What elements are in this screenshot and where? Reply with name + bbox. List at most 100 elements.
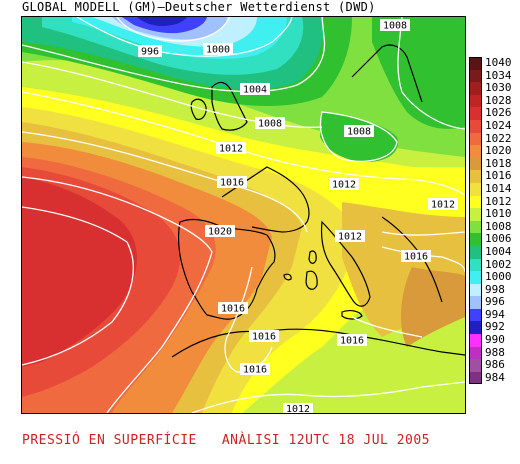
legend-entry: 1010 bbox=[469, 208, 519, 221]
isobar-1016-italy bbox=[351, 316, 423, 338]
isobar-label-1016b: 1016 bbox=[401, 250, 431, 263]
legend-swatch bbox=[469, 94, 482, 108]
isobar-label-1016e: 1016 bbox=[337, 334, 367, 347]
legend-entry: 1026 bbox=[469, 107, 519, 120]
isobar-label-1020: 1020 bbox=[205, 225, 235, 238]
legend-swatch bbox=[469, 233, 482, 246]
svg-text:1004: 1004 bbox=[243, 85, 267, 96]
legend-entry: 1014 bbox=[469, 181, 519, 196]
svg-text:1008: 1008 bbox=[383, 21, 407, 32]
pressure-field-1018-east bbox=[400, 267, 465, 347]
legend-entry: 1034 bbox=[469, 69, 519, 83]
isobar-1004 bbox=[22, 17, 326, 93]
legend-entry: 1016 bbox=[469, 170, 519, 183]
legend-swatch bbox=[469, 107, 482, 120]
legend-swatch bbox=[469, 271, 482, 284]
isobar-1008-centre bbox=[319, 111, 398, 162]
legend-swatch bbox=[469, 182, 482, 196]
svg-text:1020: 1020 bbox=[208, 227, 232, 238]
legend-label: 992 bbox=[485, 320, 505, 334]
legend-label: 1008 bbox=[485, 219, 512, 233]
legend-swatch bbox=[469, 283, 482, 297]
legend-label: 996 bbox=[485, 295, 505, 309]
legend-entry: 1000 bbox=[469, 270, 519, 284]
svg-text:1016: 1016 bbox=[221, 304, 245, 315]
legend-label: 1002 bbox=[485, 257, 512, 271]
legend-entry: 986 bbox=[469, 359, 519, 372]
svg-text:1016: 1016 bbox=[340, 336, 364, 347]
isobar-1008-ne bbox=[397, 17, 465, 130]
isobar-1016-west bbox=[22, 131, 308, 233]
legend-label: 1016 bbox=[485, 169, 512, 183]
legend-entry: 1002 bbox=[469, 257, 519, 272]
legend-label: 1020 bbox=[485, 144, 512, 158]
legend-entry: 984 bbox=[469, 371, 519, 385]
legend-swatch bbox=[469, 132, 482, 146]
legend-label: 986 bbox=[485, 358, 505, 372]
legend-swatch bbox=[469, 170, 482, 183]
isobar-labels: 996 1000 1004 1008 1008 1008 1012 1012 1… bbox=[138, 19, 458, 413]
isobar-1012-east bbox=[381, 231, 465, 236]
pressure-legend: 1040 1034 1030 1028 1026 1024 1022 1020 1018 1016… bbox=[469, 56, 519, 385]
legend-swatch bbox=[469, 57, 482, 70]
svg-text:1016: 1016 bbox=[404, 252, 428, 263]
legend-entry: 1018 bbox=[469, 156, 519, 171]
legend-label: 1022 bbox=[485, 131, 512, 145]
isobar-label-1012e: 1012 bbox=[283, 403, 313, 413]
isobar-label-1000: 1000 bbox=[203, 43, 233, 56]
pressure-field-1006-ne bbox=[372, 17, 465, 129]
legend-label: 1028 bbox=[485, 93, 512, 107]
isobar-label-1012a: 1012 bbox=[216, 142, 246, 155]
isobar-1012 bbox=[22, 91, 465, 196]
legend-label: 1014 bbox=[485, 181, 512, 195]
isobar-1000 bbox=[76, 17, 293, 57]
isobar-996 bbox=[116, 17, 231, 42]
isobar-label-1008a: 1008 bbox=[255, 117, 285, 130]
svg-text:1008: 1008 bbox=[347, 127, 371, 138]
legend-swatch bbox=[469, 208, 482, 221]
svg-text:1000: 1000 bbox=[206, 45, 230, 56]
coast-north-africa bbox=[171, 328, 465, 358]
legend-swatch bbox=[469, 334, 482, 347]
legend-label: 998 bbox=[485, 282, 505, 296]
legend-swatch bbox=[469, 69, 482, 83]
svg-text:1008: 1008 bbox=[258, 119, 282, 130]
legend-swatch bbox=[469, 157, 482, 171]
isobar-label-1008c: 1008 bbox=[380, 19, 410, 32]
legend-entry: 994 bbox=[469, 307, 519, 322]
legend-label: 1000 bbox=[485, 270, 512, 284]
legend-swatch bbox=[469, 296, 482, 309]
legend-label: 1018 bbox=[485, 156, 512, 170]
svg-text:1012: 1012 bbox=[219, 144, 243, 155]
legend-label: 1010 bbox=[485, 207, 512, 221]
legend-swatch bbox=[469, 321, 482, 335]
isobar-label-1016d: 1016 bbox=[249, 330, 279, 343]
svg-text:1012: 1012 bbox=[332, 180, 356, 191]
legend-label: 1040 bbox=[485, 56, 512, 69]
legend-swatch bbox=[469, 195, 482, 209]
isobar-label-996: 996 bbox=[138, 45, 162, 58]
map-title: GLOBAL MODELL (GM)—Deutscher Wetterdiens… bbox=[22, 0, 376, 14]
pressure-field-992 bbox=[137, 17, 187, 26]
svg-text:1012: 1012 bbox=[286, 404, 310, 413]
isobar-label-1012c: 1012 bbox=[335, 230, 365, 243]
isobar-1012-south bbox=[191, 381, 465, 413]
isobar-label-1016f: 1016 bbox=[240, 363, 270, 376]
legend-swatch bbox=[469, 220, 482, 234]
coast-corsica bbox=[308, 250, 317, 264]
svg-text:1016: 1016 bbox=[220, 178, 244, 189]
legend-label: 994 bbox=[485, 307, 505, 321]
legend-entry: 998 bbox=[469, 282, 519, 297]
legend-entry: 1030 bbox=[469, 82, 519, 95]
legend-entry: 992 bbox=[469, 320, 519, 335]
isobar-label-1012d: 1012 bbox=[428, 198, 458, 211]
isobar-label-1016c: 1016 bbox=[218, 302, 248, 315]
legend-swatch bbox=[469, 371, 482, 385]
legend-swatch bbox=[469, 245, 482, 259]
coast-scandinavia bbox=[351, 44, 423, 103]
legend-entry: 1006 bbox=[469, 233, 519, 246]
legend-entry: 988 bbox=[469, 346, 519, 360]
legend-swatch bbox=[469, 308, 482, 322]
legend-swatch bbox=[469, 346, 482, 360]
coast-iberia bbox=[177, 218, 276, 320]
